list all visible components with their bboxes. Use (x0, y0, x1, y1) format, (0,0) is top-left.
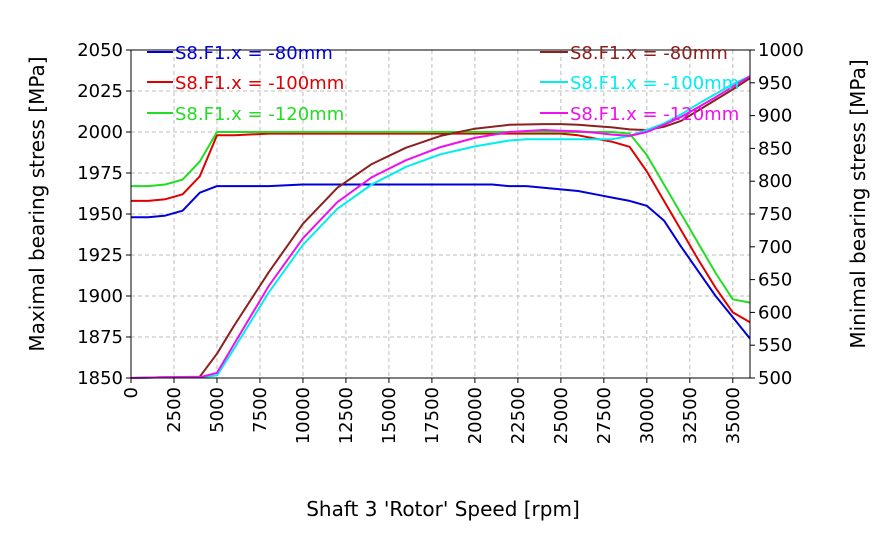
x-tick-label: 0 (121, 387, 142, 398)
y-right-tick-label: 950 (758, 73, 792, 94)
x-tick-label: 22500 (508, 387, 529, 444)
legend-label-left: S8.F1.x = -100mm (175, 73, 344, 94)
y-right-tick-label: 1000 (758, 40, 804, 61)
legend-label-right: S8.F1.x = -120mm (570, 104, 739, 125)
x-tick-label: 10000 (293, 387, 314, 444)
x-tick-label: 17500 (422, 387, 443, 444)
legend-label-right: S8.F1.x = -80mm (570, 43, 728, 64)
legend-right: S8.F1.x = -80mm S8.F1.x = -100mm S8.F1.x =… (540, 43, 739, 125)
x-tick-label: 27500 (594, 387, 615, 444)
y-right-tick-label: 850 (758, 138, 792, 159)
x-axis-ticks: 0 2500 5000 7500 10000 12500 15000 17500 20000 22… (121, 378, 744, 444)
legend-label-left: S8.F1.x = -80mm (175, 43, 333, 64)
y-right-axis-title: Minimal bearing stress [MPa] (846, 59, 870, 348)
y-right-tick-label: 750 (758, 204, 792, 225)
series-line-right-s8-f1-x-100mm (130, 75, 751, 379)
x-axis-title: Shaft 3 'Rotor' Speed [rpm] (306, 497, 580, 521)
y-left-tick-label: 1875 (77, 327, 123, 348)
y-left-tick-label: 1925 (77, 245, 123, 266)
y-left-tick-label: 1900 (77, 286, 123, 307)
legend-label-left: S8.F1.x = -120mm (175, 104, 344, 125)
y-right-tick-label: 800 (758, 171, 792, 192)
x-tick-label: 15000 (379, 387, 400, 444)
x-tick-label: 12500 (336, 387, 357, 444)
series-line-left-s8-f1-x-100mm (131, 132, 751, 324)
y-left-tick-label: 1850 (77, 368, 123, 389)
y-left-tick-label: 1950 (77, 204, 123, 225)
x-tick-label: 30000 (637, 387, 658, 444)
series-line-right-s8-f1-x-80mm (130, 77, 751, 379)
y-right-tick-label: 550 (758, 335, 792, 356)
y-left-axis-ticks: 1850 1875 1900 1925 1950 1975 2000 2025 2050 (77, 40, 131, 389)
legend-label-right: S8.F1.x = -100mm (570, 73, 739, 94)
x-tick-label: 35000 (723, 387, 744, 444)
y-left-tick-label: 1975 (77, 163, 123, 184)
y-right-axis-ticks: 500 550 600 650 700 750 800 850 900 950 1000 (750, 40, 804, 389)
y-right-tick-label: 900 (758, 106, 792, 127)
y-left-tick-label: 2000 (77, 122, 123, 143)
x-tick-label: 25000 (551, 387, 572, 444)
legend-left: S8.F1.x = -80mm S8.F1.x = -100mm S8.F1.x =… (147, 43, 344, 125)
series-lines (130, 75, 751, 379)
x-tick-label: 7500 (250, 387, 271, 433)
y-left-tick-label: 2025 (77, 81, 123, 102)
y-right-tick-label: 650 (758, 270, 792, 291)
series-line-right-s8-f1-x-120mm (130, 75, 751, 379)
series-line-left-s8-f1-x-120mm (131, 131, 751, 304)
x-tick-label: 32500 (680, 387, 701, 444)
y-left-axis-title: Maximal bearing stress [MPa] (25, 56, 49, 351)
y-right-tick-label: 500 (758, 368, 792, 389)
series-line-left-s8-f1-x-80mm (131, 183, 751, 340)
y-right-tick-label: 700 (758, 237, 792, 258)
x-tick-label: 2500 (164, 387, 185, 433)
y-right-tick-label: 600 (758, 302, 792, 323)
y-left-tick-label: 2050 (77, 40, 123, 61)
x-tick-label: 5000 (207, 387, 228, 433)
x-tick-label: 20000 (465, 387, 486, 444)
